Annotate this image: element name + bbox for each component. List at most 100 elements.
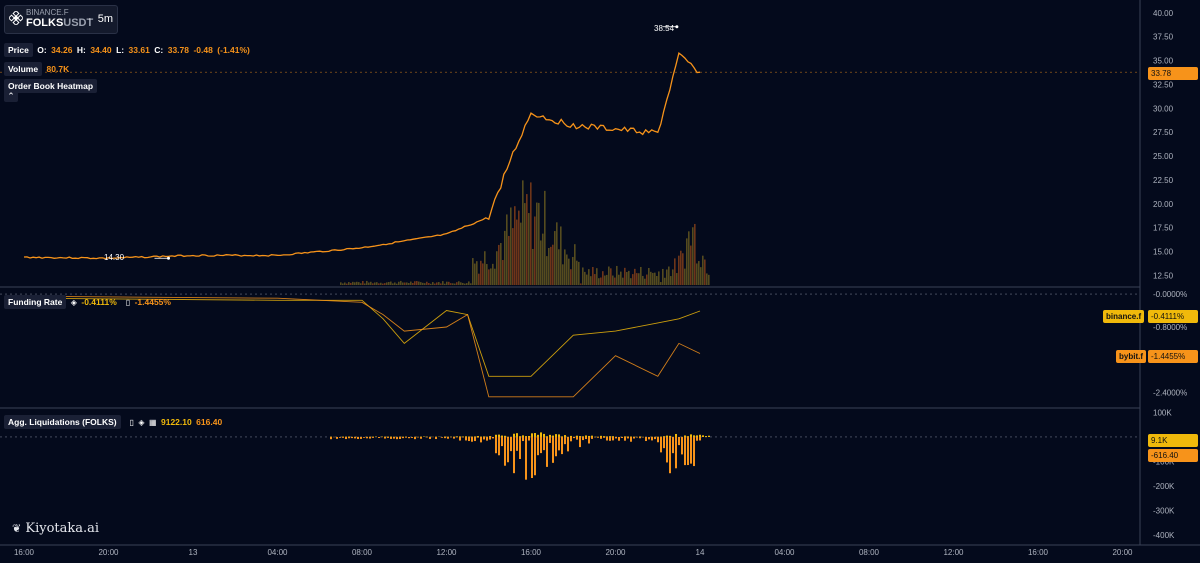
volume-bar <box>642 275 644 285</box>
volume-bar <box>380 282 382 285</box>
time-axis-tick: 13 <box>189 548 198 557</box>
liq-long-bar <box>495 434 497 437</box>
funding-label[interactable]: Funding Rate <box>4 295 67 309</box>
liq-short-bar <box>411 436 413 438</box>
volume-bar <box>484 251 486 285</box>
liq-short-bar <box>330 436 332 440</box>
liq-short-bar <box>564 436 566 445</box>
liq-short-bar <box>648 436 650 440</box>
bybit-small-icon: ▯ <box>129 418 134 427</box>
chevron-up-icon[interactable]: ⌃ <box>4 90 18 102</box>
liq-short-bar <box>405 436 407 438</box>
price-label[interactable]: Price <box>4 43 33 57</box>
liq-short-bar <box>612 436 614 441</box>
liq-long-bar <box>549 434 551 437</box>
liq-short-bar <box>357 436 359 439</box>
liq-short-bar <box>609 436 611 441</box>
liq-short-bar <box>474 436 476 442</box>
volume-bar <box>620 271 622 285</box>
funding-bybit-value: -1.4455% <box>134 297 171 307</box>
liq-short-bar <box>597 436 599 438</box>
liquidations-label[interactable]: Agg. Liquidations (FOLKS) <box>4 415 121 429</box>
liq-long-bar <box>561 436 563 437</box>
volume-bar <box>506 214 508 285</box>
liq-long-bar <box>477 436 479 437</box>
price-axis-tick: 17.50 <box>1153 224 1174 233</box>
volume-bar <box>560 226 562 285</box>
liq-long-bar <box>459 436 461 437</box>
liq-short-bar <box>447 436 449 439</box>
volume-bar <box>488 269 490 285</box>
liq-short-bar <box>555 436 557 457</box>
volume-bar <box>470 283 472 285</box>
volume-bar <box>358 282 360 285</box>
volume-bar <box>410 281 412 285</box>
liq-short-bar <box>627 436 629 439</box>
price-axis-tick: 22.50 <box>1153 176 1174 185</box>
volume-bar <box>430 283 432 285</box>
volume-legend: Volume 80.7K <box>4 59 69 77</box>
volume-bar <box>368 282 370 285</box>
volume-bar <box>360 283 362 285</box>
volume-bar <box>668 266 670 285</box>
volume-bar <box>536 202 538 285</box>
okx-small-icon: ▦ <box>148 418 157 427</box>
volume-bar <box>456 282 458 285</box>
liq-axis-tick: -300K <box>1153 507 1175 516</box>
price-axis-tick: 30.00 <box>1153 104 1174 113</box>
liq-long-bar <box>690 434 692 437</box>
liq-short-bar <box>672 436 674 454</box>
volume-bar <box>514 206 516 285</box>
bybit-series-label: bybit.f <box>1116 350 1146 363</box>
volume-bar <box>568 258 570 285</box>
volume-bar <box>664 277 666 285</box>
liq-long-bar <box>564 435 566 437</box>
bybit-small-icon: ▯ <box>125 298 131 307</box>
liq-short-value: 616.40 <box>196 417 223 427</box>
time-axis-tick: 08:00 <box>859 548 880 557</box>
low-annotation: 14.30 <box>104 253 125 262</box>
price-axis-tick: 27.50 <box>1153 128 1174 137</box>
liq-short-bar <box>507 436 509 463</box>
volume-bar <box>680 250 682 285</box>
volume-bar <box>504 230 506 285</box>
bybit-funding-badge: -1.4455% <box>1148 350 1198 363</box>
symbol-selector[interactable] <box>4 5 118 34</box>
volume-bar <box>584 271 586 285</box>
volume-bar <box>564 249 566 285</box>
liq-short-bar <box>639 436 641 439</box>
liq-short-bar <box>510 436 512 452</box>
heatmap-label[interactable]: Order Book Heatmap <box>4 79 98 93</box>
exchange-name: BINANCE.F <box>26 8 69 17</box>
liq-short-bar <box>345 436 347 440</box>
volume-bar <box>342 283 344 285</box>
volume-bar <box>350 282 352 285</box>
liq-long-bar <box>600 435 602 437</box>
time-axis-tick: 04:00 <box>774 548 795 557</box>
volume-bar <box>598 278 600 285</box>
volume-bar <box>412 282 414 285</box>
volume-bar <box>452 283 454 285</box>
volume-bar <box>444 283 446 285</box>
volume-bar <box>392 283 394 285</box>
time-axis-tick: 16:00 <box>14 548 35 557</box>
volume-label[interactable]: Volume <box>4 62 43 76</box>
liq-short-bar <box>531 436 533 478</box>
timeframe[interactable]: · 5m <box>88 13 114 25</box>
liq-short-bar <box>414 436 416 440</box>
liq-long-bar <box>474 436 476 437</box>
volume-bar <box>552 244 554 285</box>
high-label: H: <box>76 45 86 55</box>
liq-long-bar <box>489 436 491 437</box>
volume-bar <box>352 281 354 285</box>
volume-bar <box>460 282 462 285</box>
liq-short-bar <box>486 436 488 441</box>
volume-bar <box>474 263 476 285</box>
volume-bar <box>530 182 532 285</box>
volume-bar <box>390 281 392 285</box>
liq-short-bar <box>606 436 608 441</box>
liq-short-bar <box>588 436 590 444</box>
liq-long-bar <box>687 436 689 437</box>
volume-bar <box>592 266 594 285</box>
